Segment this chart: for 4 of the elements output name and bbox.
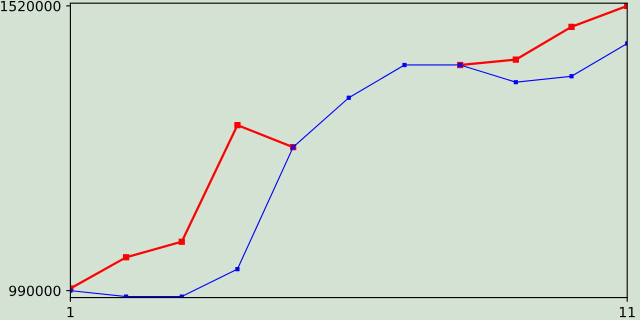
x-tick-label: 1 bbox=[68, 307, 74, 318]
y-tick-label: 990000 bbox=[9, 286, 60, 296]
x-tick-label: 11 bbox=[620, 307, 635, 318]
y-tick-label: 1520000 bbox=[1, 0, 60, 12]
